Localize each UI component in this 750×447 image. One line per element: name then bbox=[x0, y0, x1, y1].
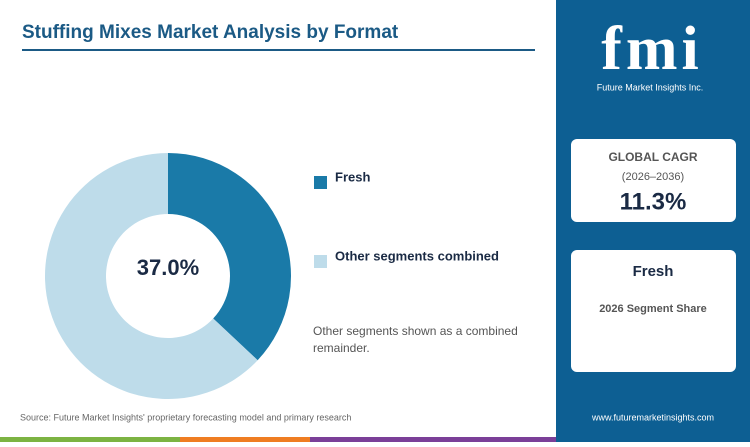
cagr-period: (2026–2036) bbox=[622, 171, 684, 183]
stripe bbox=[310, 437, 556, 442]
legend-label: Fresh bbox=[335, 169, 370, 184]
center-label: 37.0% bbox=[137, 255, 199, 280]
stripe bbox=[0, 437, 180, 442]
segment-caption: 2026 Segment Share bbox=[599, 303, 707, 315]
logo-caption: Future Market Insights Inc. bbox=[597, 82, 704, 92]
segment-card bbox=[571, 250, 736, 372]
legend: Fresh Other segments combined bbox=[314, 169, 499, 268]
legend-label: Other segments combined bbox=[335, 248, 499, 263]
chart-title: Stuffing Mixes Market Analysis by Format bbox=[22, 22, 399, 43]
stripe bbox=[180, 437, 310, 442]
source: Source: Future Market Insights' propriet… bbox=[20, 412, 351, 422]
donut: 37.0% bbox=[44, 153, 291, 400]
legend-swatch bbox=[314, 255, 327, 268]
cagr-value: 11.3% bbox=[620, 188, 687, 215]
donut-slice bbox=[168, 153, 291, 361]
cagr-label: GLOBAL CAGR bbox=[608, 150, 697, 164]
legend-swatch bbox=[314, 176, 327, 189]
segment-name: Fresh bbox=[633, 263, 674, 280]
note-line: Other segments shown as a combined bbox=[313, 324, 518, 338]
cagr-card bbox=[571, 139, 736, 222]
note: Other segments shown as a combined remain… bbox=[313, 324, 518, 355]
url: www.futuremarketinsights.com bbox=[591, 412, 714, 422]
note-line: remainder. bbox=[313, 341, 370, 355]
logo: fmi bbox=[601, 15, 703, 83]
donut-slice bbox=[44, 153, 258, 400]
